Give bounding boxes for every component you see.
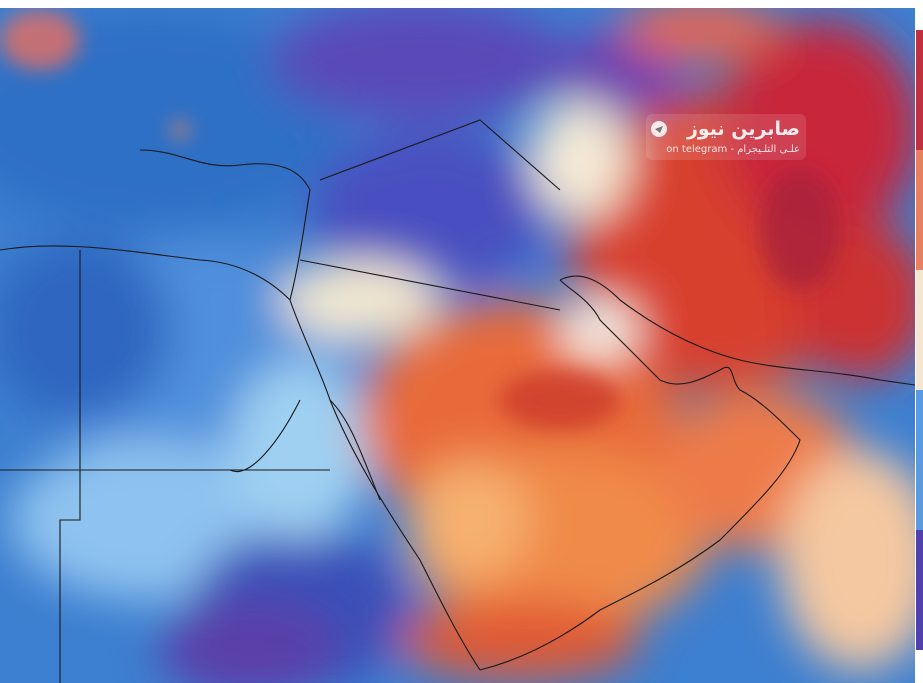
colorbar: [916, 30, 923, 650]
coastlines: [0, 119, 915, 683]
watermark-subtitle: on telegram - علـى التلـيجرام: [666, 144, 800, 155]
watermark-title: صابرين نيوز: [686, 118, 800, 140]
watermark: صابرين نيوز on telegram - علـى التلـيجرا…: [646, 114, 806, 160]
header-strip: [0, 0, 923, 8]
